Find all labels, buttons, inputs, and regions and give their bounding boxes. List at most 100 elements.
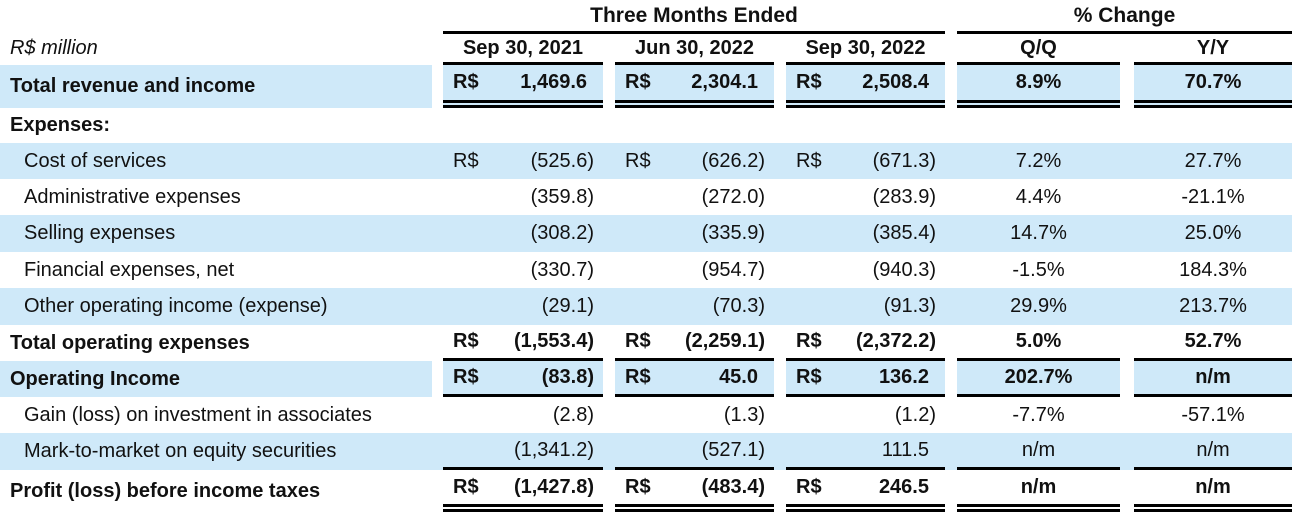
column-gap [432,433,443,470]
row-label: Cost of services [24,149,167,172]
column-header-jun-2022: Jun 30, 2022 [615,34,774,65]
column-gap [945,108,957,143]
money-cell [786,108,945,143]
currency-prefix: R$ [453,149,479,172]
column-gap [603,361,615,397]
column-gap [774,325,786,361]
money-cell: (70.3) [615,288,774,325]
column-gap [945,179,957,215]
table-row: Selling expenses (308.2) (335.9) (385.4) 14.… [0,215,1292,252]
column-gap [432,179,443,215]
column-gap [774,143,786,179]
currency-prefix: R$ [796,71,822,93]
column-gap [945,34,957,65]
group-header-three-months-ended: Three Months Ended [443,0,945,34]
pct-change-cell: n/m [957,470,1120,512]
pct-change-cell: 4.4% [1015,185,1062,208]
column-gap [945,143,957,179]
column-gap [945,252,957,288]
column-gap [1120,433,1134,470]
pct-change-cell: n/m [1134,361,1292,397]
pct-change-cell: -21.1% [1181,185,1245,208]
money-cell: R$ 246.5 [786,470,945,512]
column-header-qq: Q/Q [957,34,1120,65]
money-value: (483.4) [701,475,765,498]
currency-prefix: R$ [796,330,822,352]
table-row: Mark-to-market on equity securities (1,34… [0,433,1292,470]
pct-change-cell: 202.7% [957,361,1120,397]
column-gap [432,288,443,325]
column-gap [945,65,957,108]
money-cell: R$ 2,304.1 [615,65,774,108]
pct-change-cell: 213.7% [1179,295,1247,317]
column-header-sep-2022: Sep 30, 2022 [786,34,945,65]
money-cell: (29.1) [443,288,603,325]
money-value: 1,469.6 [520,71,587,93]
group-header-pct-change: % Change [957,0,1292,34]
table-row: Expenses: [0,108,1292,143]
column-gap [432,252,443,288]
money-cell: (91.3) [786,288,945,325]
money-value: 2,304.1 [691,71,758,93]
column-gap [1120,34,1134,65]
money-value: (1,553.4) [513,330,594,352]
money-value: (29.1) [541,295,594,317]
money-cell: (359.8) [443,179,603,215]
money-cell: (335.9) [615,215,774,252]
column-gap [432,397,443,433]
column-gap [1120,108,1134,143]
money-cell: (954.7) [615,252,774,288]
column-gap [432,108,443,143]
currency-prefix: R$ [796,149,822,172]
column-gap [1120,397,1134,433]
column-gap [774,397,786,433]
column-gap [1120,143,1134,179]
money-value: (525.6) [530,149,594,172]
column-gap [1120,65,1134,108]
money-cell: (272.0) [615,179,774,215]
money-value: (272.0) [701,185,765,208]
money-value: (2,372.2) [855,330,936,352]
column-gap [1120,361,1134,397]
row-label: Selling expenses [24,222,176,244]
money-value: (1.2) [894,403,936,426]
row-label: Other operating income (expense) [24,295,328,317]
money-cell: R$ (483.4) [615,470,774,512]
pct-change-cell [1134,108,1292,143]
money-value: (1.3) [723,403,765,426]
column-gap [1120,179,1134,215]
money-cell [443,108,603,143]
column-gap [945,470,957,512]
table-row: Total revenue and income R$ 1,469.6 R$ 2,304… [0,65,1292,108]
money-value: (2.8) [552,403,594,426]
money-cell: (527.1) [615,433,774,470]
money-value: 45.0 [719,366,758,388]
pct-change-cell: 29.9% [1010,295,1067,317]
column-header-yy: Y/Y [1134,34,1292,65]
money-cell: 111.5 [786,433,945,470]
money-value: (283.9) [872,185,936,208]
money-value: 2,508.4 [862,71,929,93]
column-gap [1120,288,1134,325]
pct-change-cell: -7.7% [1012,403,1065,426]
table-row: Financial expenses, net (330.7) (954.7) (94… [0,252,1292,288]
money-cell: (1,341.2) [443,433,603,470]
group-header-row: Three Months Ended % Change [0,0,1292,34]
table-row: Cost of services R$ (525.6) R$ (626.2) R$ (671… [0,143,1292,179]
money-value: (671.3) [872,149,936,172]
money-value: (1,427.8) [513,475,594,498]
column-gap [945,361,957,397]
pct-change-cell: n/m [1134,470,1292,512]
currency-prefix: R$ [625,71,651,93]
column-gap [774,433,786,470]
column-header-row: R$ million Sep 30, 2021 Jun 30, 2022 Sep… [0,34,1292,65]
pct-change-cell: -57.1% [1181,403,1245,426]
money-value: 246.5 [878,475,929,498]
row-label: Mark-to-market on equity securities [24,440,337,462]
column-gap [603,179,615,215]
money-value: (527.1) [701,438,765,461]
column-gap [945,433,957,470]
pct-change-cell: -1.5% [1012,258,1065,281]
column-gap [945,288,957,325]
column-gap [774,65,786,108]
